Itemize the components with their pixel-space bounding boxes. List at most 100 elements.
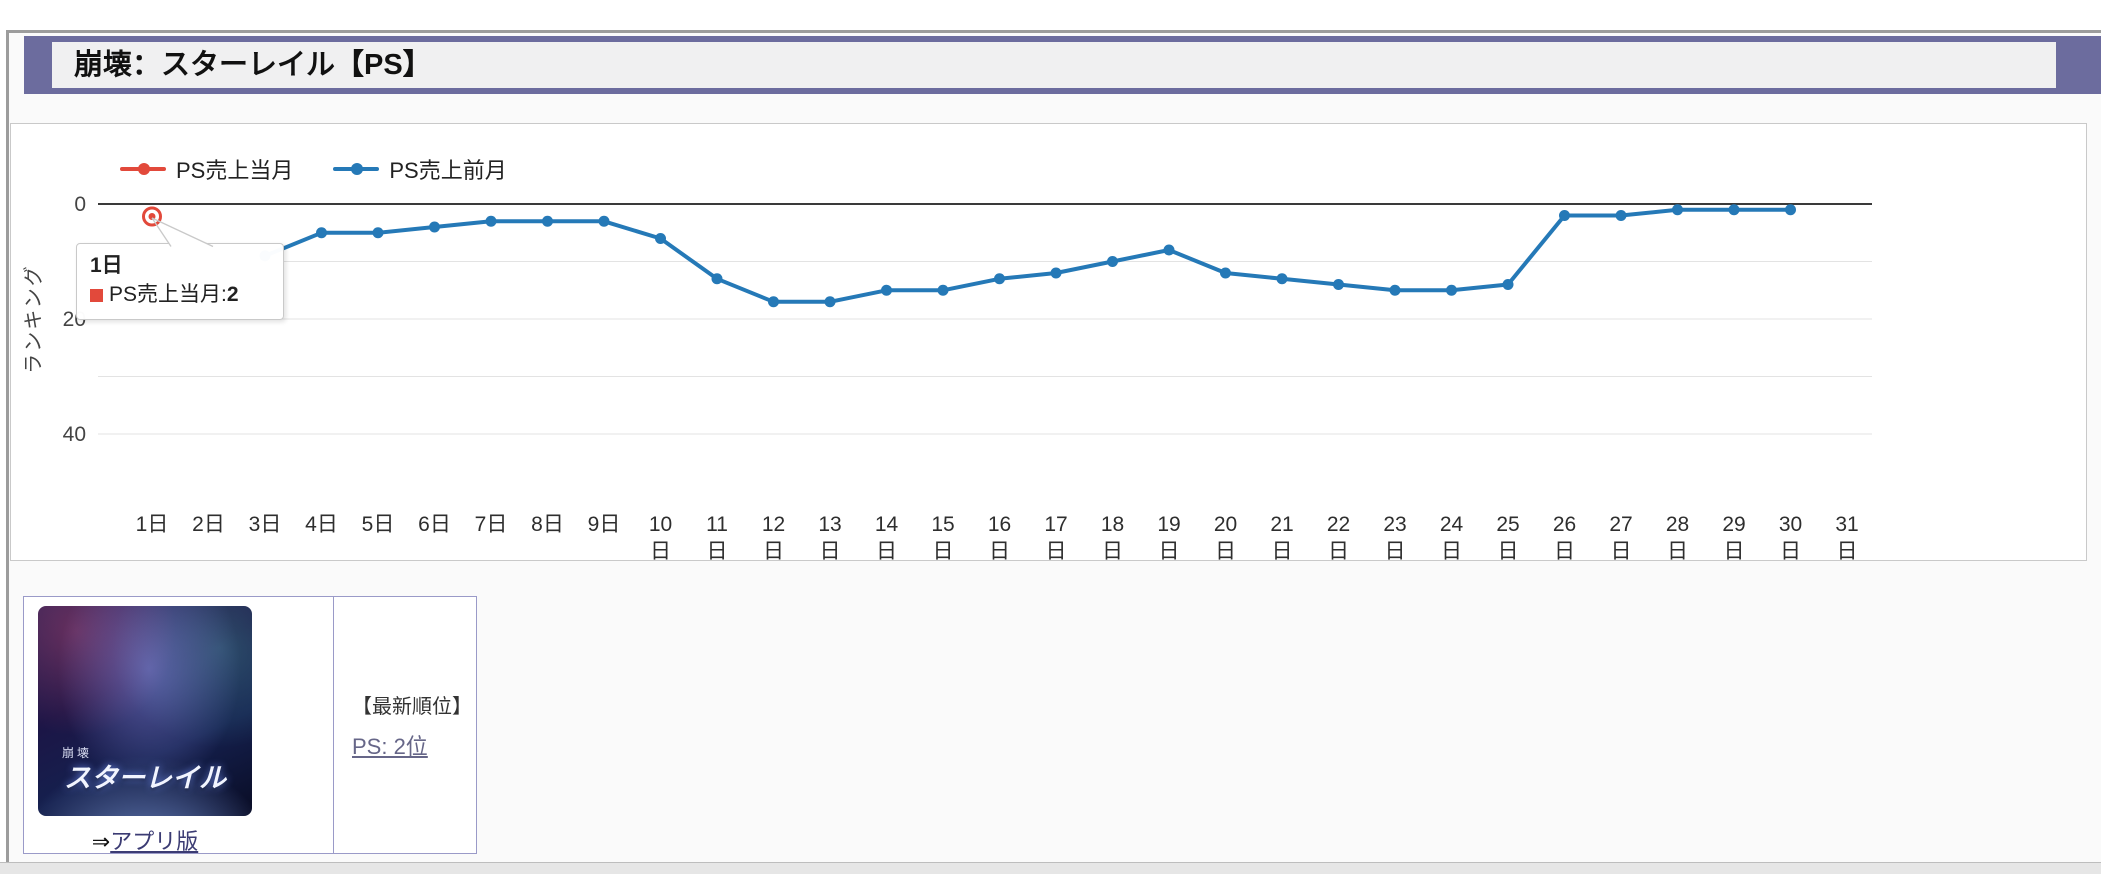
x-tick-label-unit: 日 <box>1724 540 1745 563</box>
x-tick-label-unit: 日 <box>1498 540 1519 563</box>
data-point <box>1446 284 1457 296</box>
page-frame-top <box>6 30 2101 33</box>
x-tick-label: 7日 <box>475 513 508 536</box>
game-info-card: 崩壊 スターレイル ⇒アプリ版 【最新順位】 PS: 2位 <box>23 596 477 854</box>
x-tick-label: 8日 <box>531 513 564 536</box>
x-tick-label-unit: 日 <box>1159 540 1180 563</box>
x-tick-label: 26 <box>1553 513 1576 536</box>
legend-item[interactable]: PS売上当月 <box>120 153 293 185</box>
legend-line-marker-icon <box>120 163 166 175</box>
x-tick-label: 22 <box>1327 513 1350 536</box>
window-left-margin <box>0 0 6 862</box>
cover-logo-text: スターレイル <box>64 763 226 793</box>
data-point <box>711 273 723 285</box>
legend-item[interactable]: PS売上前月 <box>333 153 507 185</box>
legend-label: PS売上当月 <box>176 158 294 183</box>
latest-rank-link[interactable]: PS: 2位 <box>352 733 428 759</box>
chart-panel <box>10 123 2087 561</box>
data-point <box>1389 284 1401 296</box>
x-tick-label: 17 <box>1044 513 1067 536</box>
x-tick-label: 6日 <box>418 513 451 536</box>
tooltip-series-row: PS売上当月 : 2 <box>90 282 273 308</box>
x-tick-label: 23 <box>1383 513 1406 536</box>
window-top-margin <box>0 0 2101 30</box>
data-point <box>937 284 949 296</box>
x-tick-label-unit: 日 <box>763 540 784 563</box>
x-tick-label: 3日 <box>249 513 282 536</box>
data-point <box>994 273 1005 285</box>
x-tick-label: 2日 <box>192 513 225 536</box>
x-tick-label-unit: 日 <box>650 540 671 563</box>
x-tick-label: 1日 <box>136 513 169 536</box>
title-box: 崩壊：スターレイル【PS】 <box>52 42 2056 88</box>
x-tick-label: 19 <box>1157 513 1180 536</box>
x-tick-label: 14 <box>875 513 899 536</box>
x-tick-label: 25 <box>1496 513 1519 536</box>
chart-tooltip: 1日 PS売上当月 : 2 <box>76 243 284 320</box>
y-tick-label: 0 <box>74 193 86 216</box>
page-title: 崩壊：スターレイル【PS】 <box>74 49 432 81</box>
x-tick-label: 9日 <box>588 513 621 536</box>
data-point <box>429 221 440 233</box>
data-point <box>1502 279 1514 290</box>
y-tick-label: 40 <box>63 423 86 446</box>
x-tick-label: 4日 <box>305 513 338 536</box>
x-tick-label-unit: 日 <box>1046 540 1067 563</box>
page-frame-left <box>6 30 9 862</box>
data-point <box>768 296 779 308</box>
x-tick-label-unit: 日 <box>1667 540 1688 563</box>
series-line <box>263 207 1793 304</box>
x-tick-label-unit: 日 <box>1441 540 1462 563</box>
data-point <box>542 215 553 227</box>
x-tick-label: 29 <box>1722 513 1745 536</box>
tooltip-separator: : <box>221 283 227 306</box>
x-tick-label: 27 <box>1609 513 1632 536</box>
chart-legend: PS売上当月 PS売上前月 <box>120 153 507 185</box>
latest-rank-heading: 【最新順位】 <box>352 695 472 718</box>
tooltip-value: 2 <box>226 283 239 306</box>
cover-logo-small-text: 崩壊 <box>62 746 93 760</box>
x-tick-label: 5日 <box>362 513 395 536</box>
info-card-rank-cell: 【最新順位】 PS: 2位 <box>334 597 476 853</box>
x-tick-label-unit: 日 <box>820 540 841 563</box>
x-tick-label-unit: 日 <box>1554 540 1575 563</box>
data-point <box>1276 273 1288 285</box>
data-point <box>1107 256 1118 267</box>
x-tick-label-unit: 日 <box>1385 540 1406 563</box>
x-tick-label: 20 <box>1214 513 1237 536</box>
x-tick-label: 10 <box>649 513 672 536</box>
data-point <box>1333 279 1344 290</box>
x-tick-label: 18 <box>1101 513 1124 536</box>
data-point <box>316 227 327 239</box>
title-banner: 崩壊：スターレイル【PS】 <box>24 36 2101 94</box>
x-tick-label-unit: 日 <box>1215 540 1236 563</box>
data-point <box>1672 204 1683 216</box>
data-point <box>1050 267 1062 279</box>
x-tick-label: 13 <box>818 513 841 536</box>
x-tick-label: 11 <box>706 513 728 536</box>
data-point <box>1163 244 1175 256</box>
app-version-link[interactable]: アプリ版 <box>110 829 199 854</box>
x-tick-label: 15 <box>931 513 954 536</box>
window-bottom-edge <box>0 862 2101 874</box>
x-tick-label-unit: 日 <box>707 540 728 563</box>
x-tick-label-unit: 日 <box>933 540 954 563</box>
legend-label: PS売上前月 <box>389 158 507 183</box>
data-point <box>1728 204 1740 216</box>
x-tick-label: 21 <box>1270 513 1293 536</box>
x-tick-label: 24 <box>1440 513 1464 536</box>
data-point <box>881 284 892 296</box>
data-point <box>598 215 610 227</box>
data-point <box>372 227 384 239</box>
data-point <box>824 296 836 308</box>
tooltip-day-label: 1日 <box>90 254 123 277</box>
x-tick-label-unit: 日 <box>989 540 1010 563</box>
app-version-line: ⇒アプリ版 <box>38 824 252 856</box>
data-point <box>655 233 666 244</box>
legend-line-marker-icon <box>333 163 380 175</box>
data-point <box>1785 204 1796 216</box>
x-tick-label-unit: 日 <box>1328 540 1349 563</box>
data-point <box>1615 210 1627 221</box>
game-cover-art[interactable]: 崩壊 スターレイル <box>38 606 252 816</box>
